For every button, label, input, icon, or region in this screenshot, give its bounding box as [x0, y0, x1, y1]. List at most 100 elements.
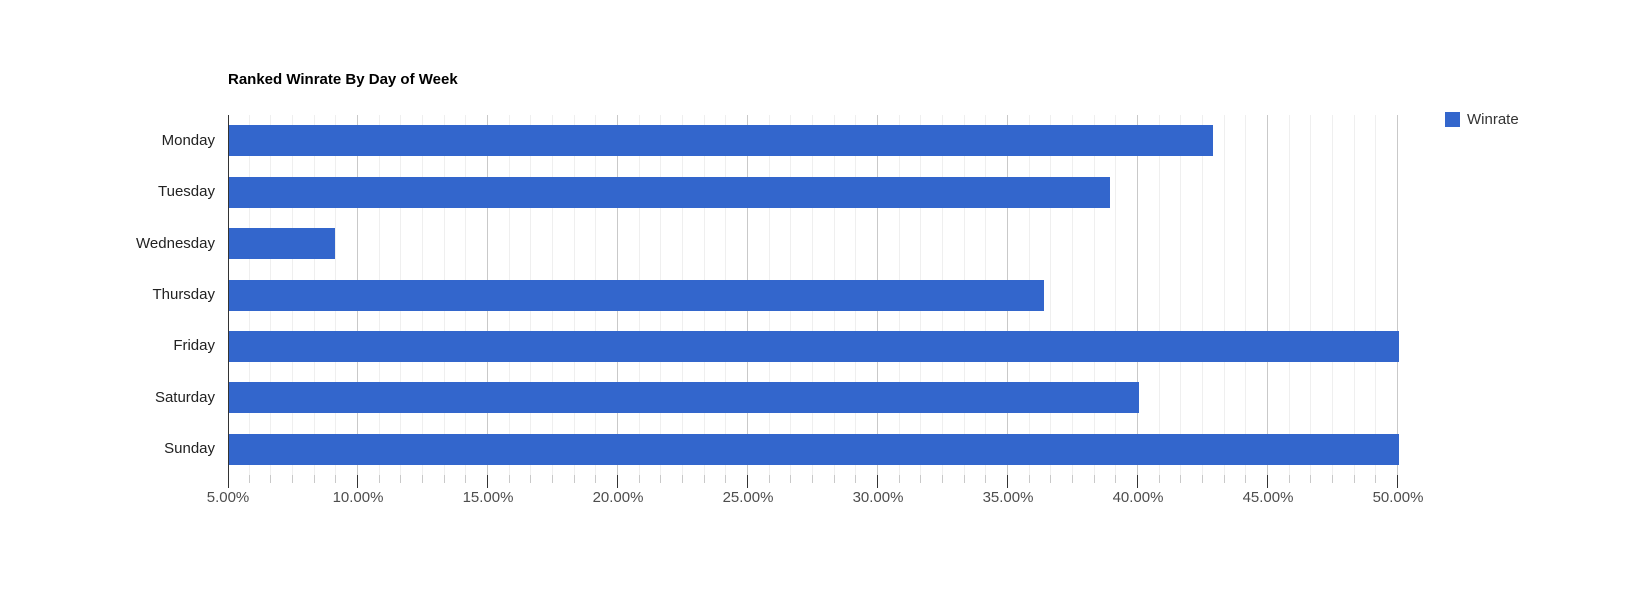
legend-swatch-winrate [1445, 112, 1460, 127]
minor-tick [985, 475, 986, 483]
x-axis-label-1000: 10.00% [332, 489, 384, 506]
minor-tick [1159, 475, 1160, 483]
minor-gridline [1245, 115, 1246, 475]
minor-tick [769, 475, 770, 483]
minor-tick [1202, 475, 1203, 483]
x-axis-label-2500: 25.00% [722, 489, 774, 506]
minor-tick [1245, 475, 1246, 483]
minor-tick [704, 475, 705, 483]
minor-tick [1180, 475, 1181, 483]
x-axis-label-3500: 35.00% [982, 489, 1034, 506]
minor-tick [1072, 475, 1073, 483]
minor-tick [1354, 475, 1355, 483]
minor-tick [725, 475, 726, 483]
minor-tick [1224, 475, 1225, 483]
minor-tick [1094, 475, 1095, 483]
minor-tick [530, 475, 531, 483]
minor-tick [1289, 475, 1290, 483]
minor-tick [249, 475, 250, 483]
minor-tick [422, 475, 423, 483]
minor-tick [855, 475, 856, 483]
minor-tick [1310, 475, 1311, 483]
minor-tick [444, 475, 445, 483]
minor-tick [509, 475, 510, 483]
x-axis-label-5000: 50.00% [1372, 489, 1424, 506]
y-axis-line [228, 115, 229, 475]
bar-saturday[interactable] [229, 382, 1139, 413]
bar-friday[interactable] [229, 331, 1399, 362]
bar-monday[interactable] [229, 125, 1213, 156]
minor-gridline [1202, 115, 1203, 475]
minor-tick [920, 475, 921, 483]
x-axis-label-500: 5.00% [206, 489, 250, 506]
x-axis-label-4500: 45.00% [1242, 489, 1294, 506]
major-tick [228, 475, 229, 488]
y-axis-label-thursday: Thursday [152, 286, 215, 303]
chart-title: Ranked Winrate By Day of Week [228, 71, 458, 88]
y-axis-label-wednesday: Wednesday [136, 235, 215, 252]
x-axis-label-2000: 20.00% [592, 489, 644, 506]
major-tick [1007, 475, 1008, 488]
y-axis-label-tuesday: Tuesday [158, 183, 215, 200]
legend: Winrate [1445, 112, 1519, 127]
major-tick [1137, 475, 1138, 488]
minor-tick [790, 475, 791, 483]
minor-tick [552, 475, 553, 483]
minor-tick [465, 475, 466, 483]
minor-tick [639, 475, 640, 483]
bar-sunday[interactable] [229, 434, 1399, 465]
bar-wednesday[interactable] [229, 228, 335, 259]
major-gridline [1397, 115, 1398, 475]
minor-tick [1115, 475, 1116, 483]
major-tick [747, 475, 748, 488]
plot-area [228, 115, 1399, 475]
x-axis-label-4000: 40.00% [1112, 489, 1164, 506]
minor-tick [314, 475, 315, 483]
minor-gridline [1310, 115, 1311, 475]
legend-label-winrate: Winrate [1467, 111, 1519, 128]
minor-gridline [1332, 115, 1333, 475]
minor-gridline [1094, 115, 1095, 475]
minor-tick [812, 475, 813, 483]
bar-tuesday[interactable] [229, 177, 1110, 208]
y-axis-label-saturday: Saturday [154, 389, 215, 406]
minor-tick [834, 475, 835, 483]
x-axis-label-3000: 30.00% [852, 489, 904, 506]
bar-thursday[interactable] [229, 280, 1044, 311]
minor-tick [335, 475, 336, 483]
minor-gridline [1180, 115, 1181, 475]
minor-tick [1029, 475, 1030, 483]
minor-gridline [1289, 115, 1290, 475]
minor-tick [595, 475, 596, 483]
minor-gridline [1224, 115, 1225, 475]
major-tick [617, 475, 618, 488]
y-axis-label-friday: Friday [173, 337, 215, 354]
minor-tick [899, 475, 900, 483]
major-tick [357, 475, 358, 488]
minor-tick [942, 475, 943, 483]
y-axis-label-sunday: Sunday [164, 440, 215, 457]
minor-tick [270, 475, 271, 483]
x-axis-label-1500: 15.00% [462, 489, 514, 506]
minor-tick [400, 475, 401, 483]
major-gridline [1267, 115, 1268, 475]
major-tick [1397, 475, 1398, 488]
minor-gridline [1375, 115, 1376, 475]
minor-tick [660, 475, 661, 483]
minor-tick [292, 475, 293, 483]
minor-gridline [1072, 115, 1073, 475]
minor-tick [1375, 475, 1376, 483]
major-tick [487, 475, 488, 488]
minor-gridline [1115, 115, 1116, 475]
major-tick [877, 475, 878, 488]
minor-tick [574, 475, 575, 483]
minor-tick [1050, 475, 1051, 483]
major-tick [1267, 475, 1268, 488]
minor-gridline [1050, 115, 1051, 475]
minor-gridline [1354, 115, 1355, 475]
minor-tick [1332, 475, 1333, 483]
minor-tick [682, 475, 683, 483]
minor-tick [964, 475, 965, 483]
y-axis-label-monday: Monday [161, 132, 215, 149]
